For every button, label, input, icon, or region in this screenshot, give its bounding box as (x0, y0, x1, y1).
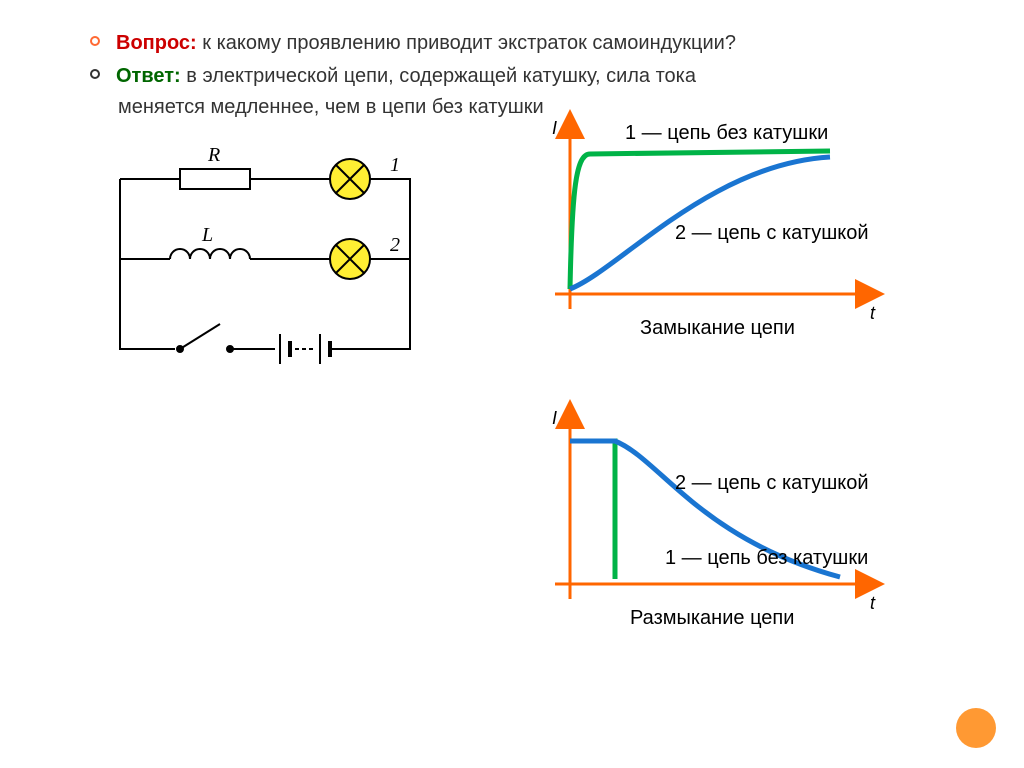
switch-arm (180, 324, 220, 349)
lamp1-label: 1 (390, 154, 400, 176)
legend-1: 1 — цепь без катушки (665, 547, 868, 569)
resistor-label: R (207, 144, 220, 166)
chart-closing: I t 1 — цепь без катушки 2 — цепь с кату… (530, 109, 990, 369)
chart-opening: I t 2 — цепь с катушкой 1 — цепь без кат… (530, 399, 990, 659)
y-axis-label: I (552, 118, 557, 138)
chart-caption: Замыкание цепи (640, 317, 795, 339)
question-line: Вопрос: к какому проявлению приводит экс… (50, 30, 974, 57)
answer-line: Ответ: в электрической цепи, содержащей … (50, 63, 974, 90)
question-body: к какому проявлению приводит экстраток с… (197, 32, 736, 54)
legend-2: 2 — цепь с катушкой (675, 472, 869, 494)
resistor (180, 169, 250, 189)
answer-lead: Ответ: (116, 65, 181, 87)
slide-accent-dot (956, 708, 996, 748)
y-axis-label: I (552, 408, 557, 428)
content-area: R L 1 2 I t 1 — цепь без катушки (50, 139, 974, 739)
curve-no-coil (570, 151, 830, 289)
answer-text: Ответ: в электрической цепи, содержащей … (116, 63, 696, 90)
bullet-icon (90, 69, 100, 79)
lamp2-label: 2 (390, 234, 400, 256)
circuit-diagram: R L 1 2 (80, 139, 460, 399)
curve-no-coil (570, 441, 615, 579)
wire (120, 259, 175, 349)
inductor-label: L (201, 224, 213, 246)
question-text: Вопрос: к какому проявлению приводит экс… (116, 30, 736, 57)
question-lead: Вопрос: (116, 32, 197, 54)
answer-body: в электрической цепи, содержащей катушку… (181, 65, 696, 87)
chart-closing-svg: I t 1 — цепь без катушки 2 — цепь с кату… (530, 109, 990, 369)
bullet-icon (90, 36, 100, 46)
inductor (170, 249, 250, 259)
x-axis-label: t (870, 303, 876, 323)
chart-opening-svg: I t 2 — цепь с катушкой 1 — цепь без кат… (530, 399, 990, 659)
x-axis-label: t (870, 593, 876, 613)
legend-2: 2 — цепь с катушкой (675, 222, 869, 244)
legend-1: 1 — цепь без катушки (625, 122, 828, 144)
circuit-svg: R L 1 2 (80, 139, 460, 399)
chart-caption: Размыкание цепи (630, 607, 794, 629)
